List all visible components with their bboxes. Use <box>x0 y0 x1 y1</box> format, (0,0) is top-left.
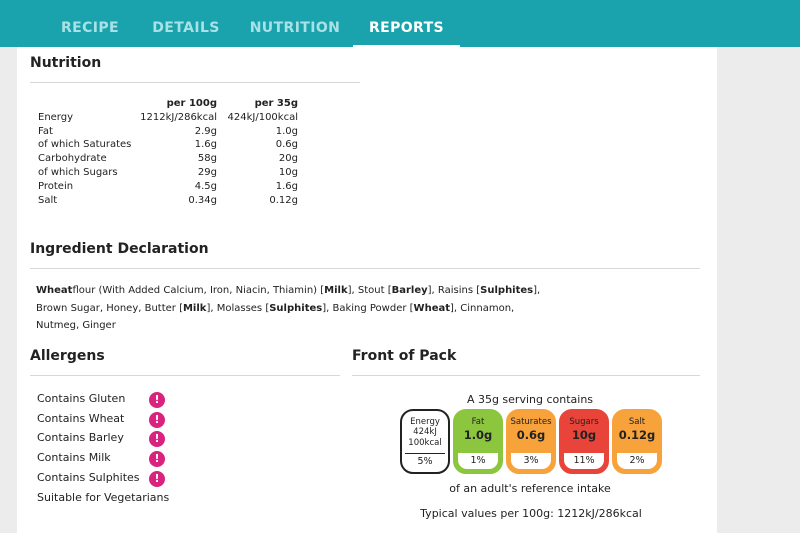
energy-tile-kcal: 100kcal <box>408 438 442 448</box>
nutrition-heading: Nutrition <box>30 55 102 71</box>
allergen-emphasis: Wheat <box>36 285 73 296</box>
reference-intake-note: of an adult's reference intake <box>449 482 611 495</box>
nutrient-tile-sugars: Sugars 10g 11% <box>559 409 609 474</box>
nutrition-row: Carbohydrate 58g 20g <box>38 152 298 166</box>
tile-percent: 11% <box>564 453 604 469</box>
nutrition-header-per-100g: per 100g <box>166 98 217 109</box>
warning-icon: ! <box>149 412 165 428</box>
nutrient-per-100g: 1212kJ/286kcal <box>140 111 217 123</box>
nutrient-name: Energy <box>38 111 74 123</box>
ingredient-text: ], Cinnamon, Nutmeg, Ginger <box>36 302 515 332</box>
ingredient-text: flour (With Added Calcium, Iron, Niacin,… <box>72 285 325 296</box>
tab-reports[interactable]: REPORTS <box>353 0 460 48</box>
nutrition-header-row: per 100g per 35g <box>38 97 298 111</box>
allergen-emphasis: Sulphites <box>480 285 534 296</box>
ingredient-text: ], Baking Powder [ <box>322 302 414 314</box>
allergen-item: Contains Sulphites <box>37 471 140 484</box>
nutrition-header-per-serving: per 35g <box>254 98 298 109</box>
ingredient-text: ], Stout [ <box>347 285 392 296</box>
nutrient-per-serving: 10g <box>278 166 298 178</box>
ingredient-text: ], Raisins [ <box>427 285 481 296</box>
serving-intro: A 35g serving contains <box>466 393 594 406</box>
tile-value: 10g <box>571 428 597 442</box>
tile-name: Sugars <box>569 417 599 427</box>
nutrient-per-serving: 20g <box>278 153 298 165</box>
nutrient-per-100g: 29g <box>197 166 217 178</box>
tile-value: 1.0g <box>463 428 493 442</box>
allergen-emphasis: Milk <box>182 302 207 314</box>
nutrient-tile-salt: Salt 0.12g 2% <box>612 409 662 474</box>
nutrition-row: of which Saturates 1.6g 0.6g <box>38 138 298 152</box>
allergen-item: Contains Wheat <box>37 412 125 425</box>
allergen-item: Contains Gluten <box>37 392 126 405</box>
nutrition-row: Fat 2.9g 1.0g <box>38 125 298 139</box>
tile-percent: 1% <box>458 453 498 469</box>
nutrient-per-serving: 0.6g <box>275 139 298 151</box>
nutrient-per-serving: 1.6g <box>275 180 298 192</box>
ingredient-declaration: Wheatflour (With Added Calcium, Iron, Ni… <box>36 282 546 335</box>
allergen-item: Contains Milk <box>37 451 111 464</box>
allergens-heading: Allergens <box>30 348 105 364</box>
tile-value: 0.6g <box>516 428 546 442</box>
energy-tile-name: Energy <box>410 417 440 427</box>
nutrient-name: of which Saturates <box>38 139 132 151</box>
ingredient-text: ], Molasses [ <box>206 302 270 314</box>
warning-icon: ! <box>149 471 165 487</box>
tile-percent: 3% <box>511 453 551 469</box>
nutrient-per-100g: 2.9g <box>194 125 217 137</box>
tab-details[interactable]: DETAILS <box>152 20 220 36</box>
nutrient-per-100g: 1.6g <box>194 139 217 151</box>
nutrient-name: Protein <box>38 180 74 192</box>
tab-nutrition[interactable]: NUTRITION <box>249 20 341 36</box>
nutrient-per-serving: 424kJ/100kcal <box>227 111 298 123</box>
nutrient-per-100g: 4.5g <box>194 180 217 192</box>
nutrient-tile-saturates: Saturates 0.6g 3% <box>506 409 556 474</box>
front-of-pack-heading: Front of Pack <box>352 348 457 364</box>
ingredient-text: ], Brown Sugar, Honey, Butter [ <box>36 285 541 314</box>
energy-tile: Energy 424kJ 100kcal 5% <box>400 409 450 474</box>
warning-icon: ! <box>149 392 165 408</box>
energy-tile-percent: 5% <box>405 453 445 469</box>
nutrient-per-100g: 58g <box>197 153 217 165</box>
ingredient-heading: Ingredient Declaration <box>30 241 209 257</box>
nutrition-row: Protein 4.5g 1.6g <box>38 180 298 194</box>
allergen-emphasis: Wheat <box>413 302 451 314</box>
nutrition-row: of which Sugars 29g 10g <box>38 166 298 180</box>
nutrient-name: Carbohydrate <box>38 153 107 165</box>
typical-values-note: Typical values per 100g: 1212kJ/286kcal <box>420 507 642 520</box>
energy-tile-kj: 424kJ <box>413 427 437 437</box>
warning-icon: ! <box>149 451 165 467</box>
nutrition-table: per 100g per 35g Energy 1212kJ/286kcal 424… <box>38 97 298 207</box>
nutrient-name: of which Sugars <box>38 166 118 178</box>
nutrient-name: Fat <box>38 125 53 137</box>
nutrition-row: Salt 0.34g 0.12g <box>38 194 298 208</box>
tile-name: Fat <box>471 417 485 427</box>
allergen-item: Contains Barley <box>37 431 124 444</box>
tile-name: Salt <box>628 417 646 427</box>
allergen-emphasis: Barley <box>391 285 428 296</box>
allergens-divider <box>30 375 340 376</box>
nutrient-per-100g: 0.34g <box>188 194 217 206</box>
top-tab-bar: RECIPE DETAILS NUTRITION REPORTS <box>0 0 800 48</box>
allergen-item: Suitable for Vegetarians <box>37 491 170 504</box>
nutrient-per-serving: 0.12g <box>269 194 298 206</box>
nutrition-row: Energy 1212kJ/286kcal 424kJ/100kcal <box>38 111 298 125</box>
allergen-emphasis: Sulphites <box>269 302 323 314</box>
nutrient-per-serving: 1.0g <box>275 125 298 137</box>
tile-percent: 2% <box>617 453 657 469</box>
nutrient-tile-fat: Fat 1.0g 1% <box>453 409 503 474</box>
nutrient-name: Salt <box>38 194 58 206</box>
nutrition-divider <box>30 82 360 83</box>
tile-value: 0.12g <box>618 428 656 442</box>
warning-icon: ! <box>149 431 165 447</box>
tile-name: Saturates <box>510 417 552 427</box>
allergen-emphasis: Milk <box>324 285 348 296</box>
front-of-pack-divider <box>352 375 700 376</box>
tab-recipe[interactable]: RECIPE <box>60 20 120 36</box>
ingredient-divider <box>30 268 700 269</box>
